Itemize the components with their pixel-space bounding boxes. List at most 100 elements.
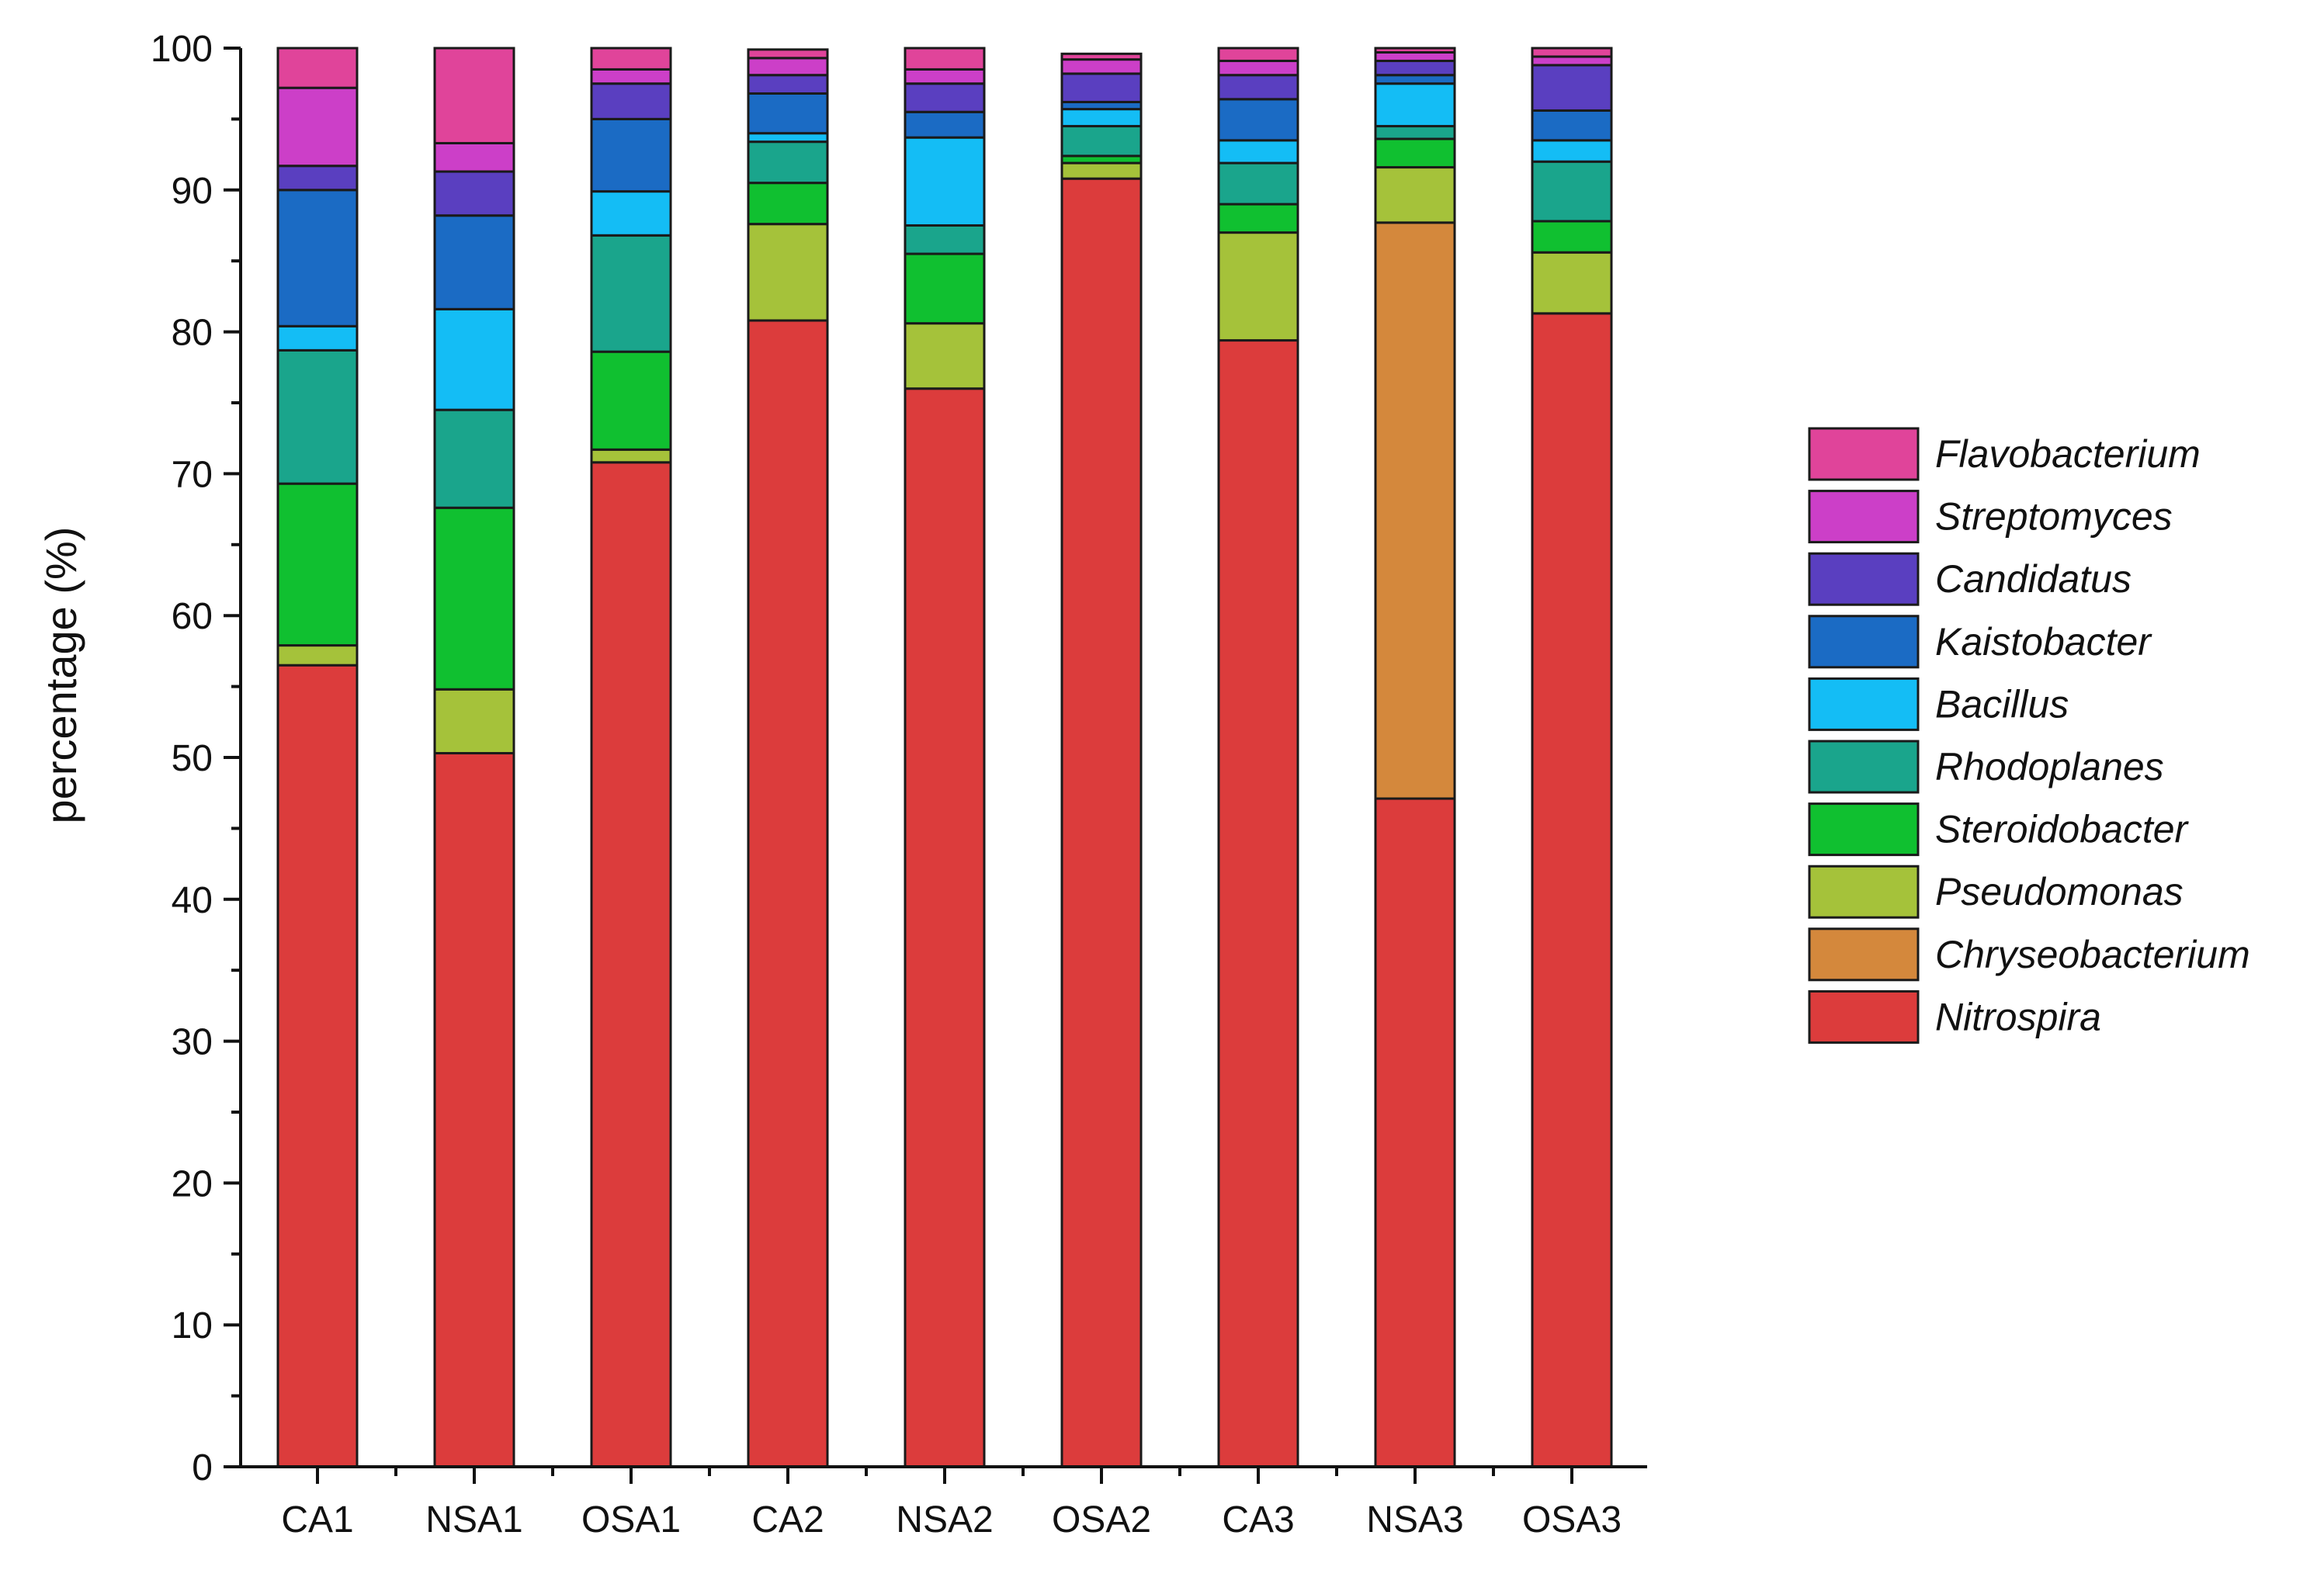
x-tick-label-nsa3: NSA3 bbox=[1366, 1499, 1463, 1541]
bar-segment-osa3-pseudomonas bbox=[1531, 251, 1613, 315]
x-tick-label-osa3: OSA3 bbox=[1522, 1499, 1622, 1541]
bar-segment-osa1-bacillus bbox=[590, 190, 672, 237]
bar-segment-ca3-streptomyces bbox=[1217, 59, 1299, 77]
bar-segment-ca2-flavobacterium bbox=[747, 48, 829, 60]
y-tick-label: 0 bbox=[192, 1447, 213, 1489]
bar-segment-osa1-rhodoplanes bbox=[590, 234, 672, 353]
bar-segment-osa3-candidatus bbox=[1531, 64, 1613, 112]
bar-segment-nsa3-chryseobacterium bbox=[1374, 221, 1456, 800]
bar-segment-nsa2-bacillus bbox=[904, 136, 986, 227]
bar-segment-nsa3-rhodoplanes bbox=[1374, 125, 1456, 140]
bar-segment-nsa3-pseudomonas bbox=[1374, 166, 1456, 224]
bar-segment-nsa3-flavobacterium bbox=[1374, 47, 1456, 54]
bar-segment-osa3-kaistobacter bbox=[1531, 109, 1613, 142]
bar-segment-nsa2-rhodoplanes bbox=[904, 224, 986, 255]
bar-segment-osa3-nitrospira bbox=[1531, 312, 1613, 1468]
bar-segment-osa1-steroidobacter bbox=[590, 350, 672, 451]
bar-segment-ca1-bacillus bbox=[276, 324, 359, 352]
legend-swatch-streptomyces bbox=[1808, 490, 1920, 544]
bar-segment-ca1-streptomyces bbox=[276, 86, 359, 168]
bar-segment-osa3-streptomyces bbox=[1531, 55, 1613, 67]
bar-segment-ca3-steroidobacter bbox=[1217, 203, 1299, 234]
y-tick-label: 20 bbox=[172, 1163, 213, 1204]
legend-swatch-kaistobacter bbox=[1808, 615, 1920, 669]
bar-segment-ca1-rhodoplanes bbox=[276, 348, 359, 485]
y-tick-label: 80 bbox=[172, 313, 213, 354]
axes-layer: 0 10 20 30 40 50 60 70 80 90 100 CA1 NSA1 OSA1 CA2 NSA2… bbox=[151, 29, 1647, 1541]
bar-segment-ca1-nitrospira bbox=[276, 664, 359, 1468]
bar-segment-ca3-nitrospira bbox=[1217, 339, 1299, 1468]
bar-segment-osa3-bacillus bbox=[1531, 139, 1613, 163]
bar-segment-ca2-streptomyces bbox=[747, 57, 829, 77]
bar-segment-nsa1-steroidobacter bbox=[433, 506, 515, 691]
bar-segment-nsa1-nitrospira bbox=[433, 752, 515, 1468]
bar-segment-nsa1-kaistobacter bbox=[433, 214, 515, 310]
bar-segment-ca2-pseudomonas bbox=[747, 223, 829, 322]
legend-label-nitrospira: Nitrospira bbox=[1935, 995, 2101, 1038]
bar-segment-nsa2-kaistobacter bbox=[904, 110, 986, 139]
legend-label-steroidobacter: Steroidobacter bbox=[1935, 808, 2190, 851]
bar-segment-ca3-candidatus bbox=[1217, 74, 1299, 101]
bar-segment-osa2-rhodoplanes bbox=[1060, 125, 1143, 158]
legend-label-bacillus: Bacillus bbox=[1935, 682, 2069, 726]
x-tick-label-ca1: CA1 bbox=[281, 1499, 353, 1541]
y-tick-label: 60 bbox=[172, 596, 213, 637]
legend-swatch-bacillus bbox=[1808, 677, 1920, 731]
x-tick-label-nsa2: NSA2 bbox=[896, 1499, 993, 1541]
bar-segment-nsa3-candidatus bbox=[1374, 59, 1456, 77]
bar-segment-nsa1-candidatus bbox=[433, 170, 515, 217]
legend: Flavobacterium Streptomyces Candidatus Kais… bbox=[1808, 427, 2250, 1044]
legend-swatch-rhodoplanes bbox=[1808, 740, 1920, 794]
bar-segment-ca2-candidatus bbox=[747, 74, 829, 95]
bar-segment-nsa3-nitrospira bbox=[1374, 797, 1456, 1468]
legend-label-rhodoplanes: Rhodoplanes bbox=[1935, 745, 2164, 788]
bar-segment-nsa3-bacillus bbox=[1374, 82, 1456, 128]
bar-segment-ca3-kaistobacter bbox=[1217, 98, 1299, 142]
bar-segment-nsa1-flavobacterium bbox=[433, 47, 515, 144]
legend-swatch-pseudomonas bbox=[1808, 865, 1920, 919]
legend-swatch-flavobacterium bbox=[1808, 427, 1920, 481]
bar-segment-nsa2-pseudomonas bbox=[904, 322, 986, 390]
bar-segment-nsa3-steroidobacter bbox=[1374, 137, 1456, 169]
bar-segment-nsa1-rhodoplanes bbox=[433, 408, 515, 509]
bar-segment-osa3-steroidobacter bbox=[1531, 220, 1613, 254]
bar-segment-ca2-bacillus bbox=[747, 132, 829, 144]
bar-segment-ca1-steroidobacter bbox=[276, 482, 359, 647]
bar-segment-ca2-steroidobacter bbox=[747, 182, 829, 226]
y-tick-label: 70 bbox=[172, 454, 213, 495]
y-tick-label: 100 bbox=[151, 29, 213, 70]
bar-segment-nsa2-nitrospira bbox=[904, 387, 986, 1468]
x-tick-label-ca3: CA3 bbox=[1222, 1499, 1294, 1541]
bar-segment-nsa2-candidatus bbox=[904, 82, 986, 113]
y-tick-label: 40 bbox=[172, 880, 213, 921]
y-axis-title: percentage (%) bbox=[36, 527, 85, 824]
bar-segment-ca2-nitrospira bbox=[747, 319, 829, 1468]
legend-swatch-steroidobacter bbox=[1808, 802, 1920, 857]
bar-segment-osa1-pseudomonas bbox=[590, 448, 672, 464]
bar-segment-nsa1-pseudomonas bbox=[433, 688, 515, 755]
bar-segment-nsa2-streptomyces bbox=[904, 68, 986, 85]
bar-segment-nsa2-flavobacterium bbox=[904, 47, 986, 71]
bar-segment-osa1-nitrospira bbox=[590, 461, 672, 1468]
legend-swatch-chryseobacterium bbox=[1808, 927, 1920, 982]
x-tick-label-ca2: CA2 bbox=[751, 1499, 824, 1541]
bar-segment-ca3-flavobacterium bbox=[1217, 47, 1299, 62]
bars-layer bbox=[276, 47, 1613, 1468]
bar-segment-ca2-rhodoplanes bbox=[747, 140, 829, 185]
legend-label-chryseobacterium: Chryseobacterium bbox=[1935, 933, 2250, 976]
bar-segment-ca1-pseudomonas bbox=[276, 644, 359, 667]
y-tick-label: 30 bbox=[172, 1022, 213, 1063]
bar-segment-osa3-rhodoplanes bbox=[1531, 160, 1613, 223]
bar-segment-osa1-flavobacterium bbox=[590, 47, 672, 71]
bar-segment-osa2-flavobacterium bbox=[1060, 52, 1143, 61]
bar-segment-ca3-pseudomonas bbox=[1217, 231, 1299, 342]
bar-segment-ca3-bacillus bbox=[1217, 139, 1299, 165]
bar-segment-osa2-pseudomonas bbox=[1060, 161, 1143, 180]
bar-segment-osa2-nitrospira bbox=[1060, 177, 1143, 1468]
bar-segment-osa1-kaistobacter bbox=[590, 117, 672, 193]
bar-segment-ca1-flavobacterium bbox=[276, 47, 359, 89]
bar-segment-osa2-bacillus bbox=[1060, 108, 1143, 128]
legend-label-streptomyces: Streptomyces bbox=[1935, 495, 2173, 539]
legend-label-candidatus: Candidatus bbox=[1935, 557, 2131, 601]
